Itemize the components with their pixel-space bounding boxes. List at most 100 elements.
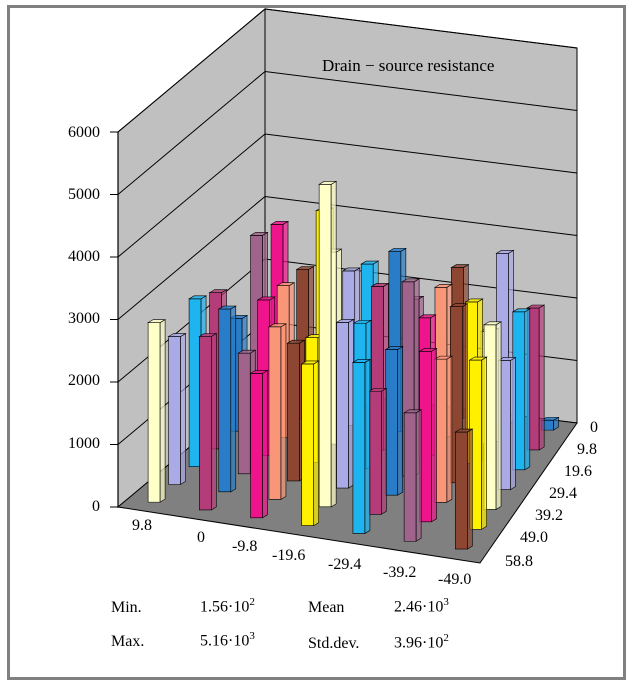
x-tick-label: -39.2: [383, 564, 417, 581]
bar-top: [368, 387, 388, 392]
bar-top: [237, 349, 257, 354]
bar-side: [211, 332, 217, 511]
bar-top: [449, 303, 469, 307]
bar-side: [524, 308, 531, 471]
bar-front: [403, 412, 417, 542]
bar-front: [336, 322, 349, 489]
bar-side: [381, 387, 387, 515]
bar-side: [313, 360, 320, 527]
bar-top: [418, 348, 438, 352]
std-value: 3.96·102: [394, 632, 449, 652]
bar-top: [387, 248, 407, 252]
bar-front: [237, 352, 251, 475]
bar-top: [352, 319, 373, 324]
bar-front: [199, 336, 212, 511]
std-label: Std.dev.: [308, 635, 360, 652]
bar-top: [217, 305, 237, 310]
bar-side: [446, 355, 453, 503]
z-tick-label: 0: [92, 498, 100, 515]
bar-side: [180, 332, 186, 485]
bar-side: [481, 356, 487, 530]
z-tick-label: 3000: [68, 310, 100, 327]
bar-top: [433, 355, 453, 360]
bar-top: [360, 260, 380, 265]
bar-top: [198, 333, 218, 337]
z-tick-label: 1000: [68, 435, 100, 452]
bar-top: [464, 298, 484, 303]
bar-side: [431, 347, 437, 523]
bar-top: [540, 417, 560, 421]
bar-front: [301, 363, 315, 526]
x-tick-label: 9.8: [132, 517, 152, 534]
bar-side: [538, 304, 545, 451]
bar-side: [280, 323, 287, 500]
x-tick-label: -29.4: [328, 556, 362, 573]
bar-top: [167, 333, 187, 337]
min-label: Min.: [111, 599, 142, 616]
bar-top: [450, 264, 470, 268]
bar-top: [370, 283, 390, 287]
bar-front: [218, 308, 232, 493]
gridline: [117, 195, 578, 320]
bar-top: [267, 323, 288, 328]
bar-front: [352, 362, 366, 534]
bar-top: [147, 319, 167, 323]
bar-side: [467, 428, 473, 550]
bar-side: [159, 319, 166, 503]
bar-top: [256, 296, 276, 301]
bar-side: [364, 358, 371, 534]
y-tick-label: 39.2: [535, 507, 563, 524]
x-tick-label: -49.0: [438, 571, 472, 588]
min-value: 1.56·102: [200, 596, 255, 616]
bar-top: [495, 250, 515, 254]
bar-top: [468, 356, 488, 361]
bar-front: [147, 322, 161, 503]
bar-front: [250, 373, 263, 519]
y-tick-label: 29.4: [549, 485, 577, 502]
bar-top: [526, 304, 546, 309]
bar-top: [335, 319, 355, 323]
bar-top: [384, 346, 404, 350]
bar-top: [269, 221, 290, 225]
z-tick-label: 6000: [68, 124, 100, 141]
bar-side: [230, 305, 237, 493]
bar-front: [318, 184, 332, 508]
bar-front: [369, 390, 382, 515]
bar-top: [401, 278, 421, 283]
mean-label: Mean: [308, 599, 345, 616]
bar-top: [511, 308, 531, 313]
bar-top: [497, 357, 517, 361]
z-tick-label: 2000: [68, 372, 100, 389]
bar-top: [417, 314, 437, 319]
bar-top: [249, 232, 269, 236]
bar-top: [208, 289, 228, 293]
x-tick-label: -19.6: [272, 547, 306, 564]
y-tick-label: 9.8: [577, 441, 597, 458]
mean-value: 2.46·103: [394, 596, 449, 616]
bar-top: [341, 267, 361, 272]
gridline: [117, 133, 578, 258]
bar-top: [187, 295, 208, 300]
gridline: [117, 70, 578, 195]
z-tick-label: 4000: [68, 248, 100, 265]
bar-top: [482, 321, 503, 326]
bar-top: [249, 370, 269, 374]
bar-front: [168, 336, 181, 485]
x-tick-label: 0: [197, 529, 205, 546]
bar-top: [295, 266, 315, 270]
z-tick-label: 5000: [68, 186, 100, 203]
bar-front: [287, 342, 300, 482]
bar-top: [433, 284, 454, 288]
chart-plot: [110, 8, 578, 564]
bar-top: [351, 359, 372, 363]
bar-top: [454, 428, 474, 433]
bar-top: [276, 282, 296, 286]
chart-frame: Drain − source resistance 0 1000 2000 30…: [7, 5, 626, 680]
gridline: [117, 8, 578, 133]
bar-side: [262, 369, 268, 519]
bar-side: [397, 345, 404, 496]
y-tick-label: 19.6: [564, 463, 592, 480]
x-tick-label: -9.8: [232, 538, 258, 555]
chart-title: Drain − source resistance: [322, 56, 495, 75]
bar-front: [455, 431, 468, 550]
